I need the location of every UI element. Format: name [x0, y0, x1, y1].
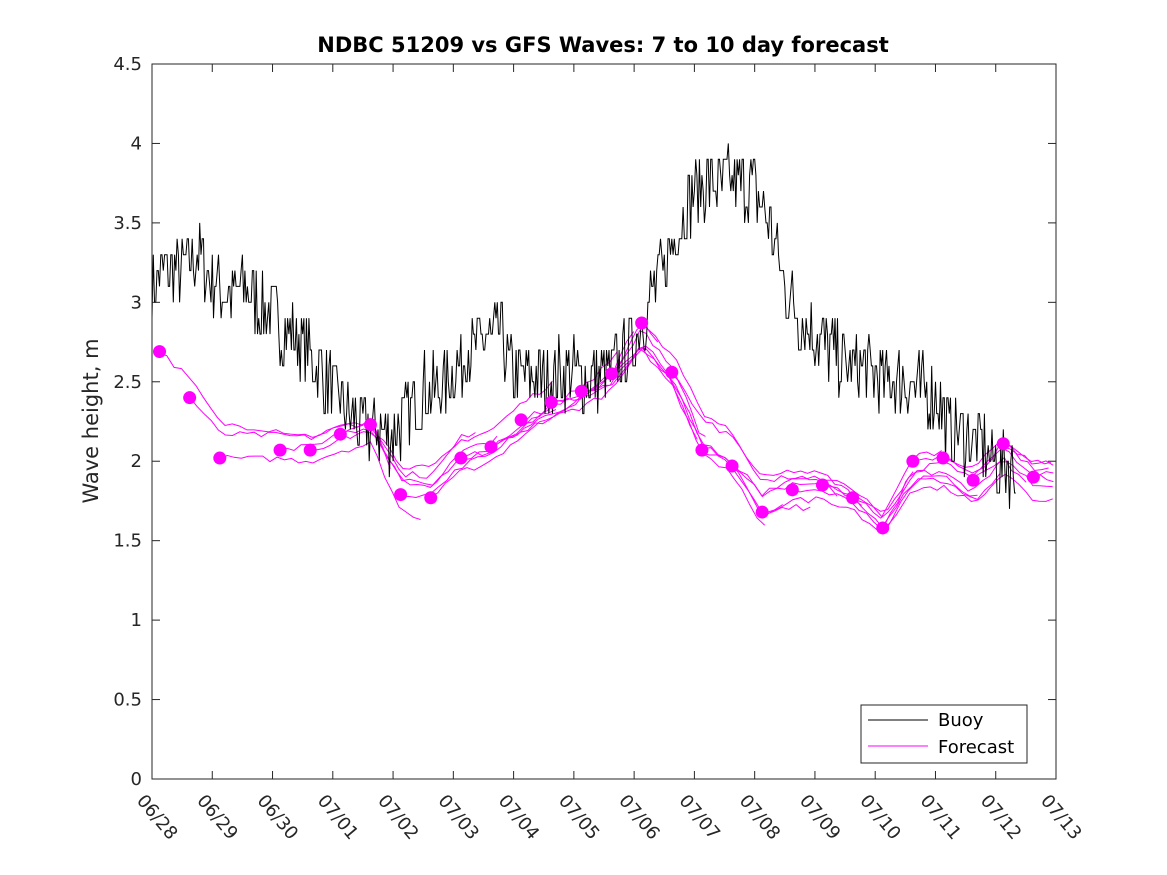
forecast-point — [996, 437, 1010, 451]
legend-label-forecast: Forecast — [938, 737, 1014, 758]
buoy-series — [151, 143, 1016, 509]
y-tick-label: 3.5 — [113, 213, 142, 234]
forecast-point — [394, 488, 408, 502]
forecast-markers — [153, 316, 1040, 535]
forecast-trajectory — [490, 345, 698, 450]
y-tick-label: 1 — [131, 610, 142, 631]
forecast-point — [333, 427, 347, 441]
y-axis: 0 0.5 1 1.5 2 2.5 3 3.5 4 4.5 — [113, 54, 1056, 790]
x-tick-label: 07/07 — [675, 791, 724, 844]
x-tick-label: 07/09 — [795, 791, 844, 844]
x-tick-label: 06/30 — [253, 791, 302, 844]
y-tick-label: 0.5 — [113, 690, 142, 711]
forecast-point — [574, 384, 588, 398]
plot-area — [152, 64, 1056, 779]
forecast-point — [966, 473, 980, 487]
x-tick-label: 07/08 — [735, 791, 784, 844]
x-tick-label: 07/02 — [373, 791, 422, 844]
x-tick-label: 06/29 — [192, 791, 241, 844]
legend: Buoy Forecast — [860, 704, 1028, 764]
forecast-point — [363, 418, 377, 432]
forecast-point — [785, 483, 799, 497]
x-tick-label: 07/03 — [434, 791, 483, 844]
forecast-point — [876, 521, 890, 535]
forecast-point — [454, 451, 468, 465]
forecast-point — [213, 451, 227, 465]
x-tick-label: 07/10 — [855, 791, 904, 844]
forecast-point — [695, 443, 709, 457]
forecast-point — [153, 345, 167, 359]
buoy-line — [151, 143, 1016, 509]
y-tick-label: 4.5 — [113, 54, 142, 75]
y-tick-label: 3 — [131, 292, 142, 313]
forecast-trajectory — [792, 473, 1001, 530]
forecast-point — [605, 367, 619, 381]
forecast-point — [665, 365, 679, 379]
forecast-trajectory — [219, 441, 421, 520]
forecast-trajectory — [731, 450, 942, 518]
forecast-trajectory — [762, 475, 978, 533]
y-tick-label: 2 — [131, 451, 142, 472]
forecast-trajectory — [430, 331, 635, 499]
y-tick-label: 4 — [131, 133, 142, 154]
x-tick-label: 07/04 — [494, 791, 543, 844]
forecast-point — [635, 316, 649, 330]
forecast-trajectory — [159, 353, 364, 438]
forecast-point — [514, 413, 528, 427]
forecast-point — [755, 505, 769, 519]
forecast-point — [183, 391, 197, 405]
x-tick-label: 07/01 — [313, 791, 362, 844]
x-tick-label: 07/13 — [1036, 791, 1085, 844]
forecast-point — [815, 478, 829, 492]
forecast-point — [936, 451, 950, 465]
forecast-point — [544, 395, 558, 409]
y-axis-label: Wave height, m — [79, 338, 103, 503]
forecast-trajectory — [882, 473, 1053, 531]
forecast-point — [303, 443, 317, 457]
forecast-point — [725, 459, 739, 473]
forecast-trajectory — [671, 373, 863, 506]
y-tick-label: 0 — [131, 769, 142, 790]
forecast-point — [484, 440, 498, 454]
x-tick-label: 07/12 — [976, 791, 1025, 844]
forecast-point — [846, 491, 860, 505]
forecast-point — [1026, 470, 1040, 484]
forecast-point — [906, 454, 920, 468]
x-tick-label: 07/06 — [614, 791, 663, 844]
chart-title: NDBC 51209 vs GFS Waves: 7 to 10 day for… — [317, 33, 888, 57]
y-tick-label: 1.5 — [113, 531, 142, 552]
forecast-trajectory — [370, 380, 553, 470]
forecast-trajectory — [611, 348, 811, 515]
legend-box — [860, 704, 1028, 764]
x-tick-label: 07/05 — [554, 791, 603, 844]
x-tick-label: 07/11 — [916, 791, 965, 844]
forecast-point — [273, 443, 287, 457]
forecast-point — [424, 491, 438, 505]
x-tick-label: 06/28 — [132, 791, 181, 844]
y-tick-label: 2.5 — [113, 372, 142, 393]
legend-label-buoy: Buoy — [938, 710, 984, 731]
plot-frame — [151, 63, 1057, 780]
